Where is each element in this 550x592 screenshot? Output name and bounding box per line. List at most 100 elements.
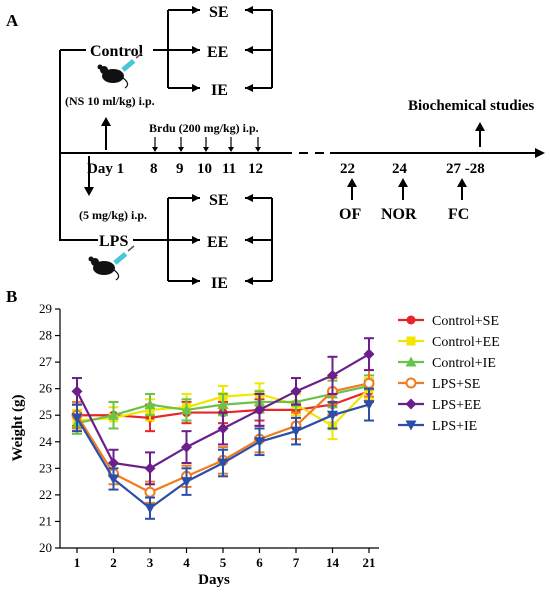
x-tick-label: 7 bbox=[293, 555, 300, 570]
data-point bbox=[327, 369, 338, 381]
legend-label: Control+IE bbox=[432, 356, 496, 371]
data-point bbox=[405, 377, 417, 389]
legend-label: LPS+EE bbox=[432, 398, 481, 413]
down-arrowhead-lps bbox=[84, 187, 94, 196]
lps-arrowheads-back bbox=[245, 194, 253, 285]
data-point bbox=[363, 400, 375, 411]
data-point bbox=[181, 441, 192, 453]
x-tick-label: 1 bbox=[74, 555, 81, 570]
y-tick-label: 24 bbox=[39, 434, 53, 449]
day-label-22: 22 bbox=[340, 161, 355, 177]
data-point bbox=[217, 458, 229, 469]
data-point bbox=[71, 385, 83, 397]
y-tick-label: 28 bbox=[39, 328, 52, 343]
y-tick-label: 27 bbox=[39, 354, 53, 369]
lps-group-ie: IE bbox=[211, 275, 228, 292]
test-arrowheads bbox=[347, 178, 467, 187]
data-point bbox=[327, 410, 338, 421]
legend-label: Control+SE bbox=[432, 314, 499, 329]
syringe-icon bbox=[113, 245, 135, 265]
y-tick-label: 21 bbox=[39, 513, 52, 528]
control-dose: (NS 10 ml/kg) i.p. bbox=[65, 94, 155, 108]
legend-label: Control+EE bbox=[432, 335, 500, 350]
legend-item: Control+SE bbox=[398, 314, 499, 329]
test-arrows bbox=[351, 185, 463, 200]
data-point bbox=[144, 399, 156, 410]
data-point bbox=[181, 477, 192, 488]
day-label-9: 9 bbox=[176, 161, 184, 177]
data-point bbox=[144, 486, 156, 498]
data-point bbox=[71, 413, 83, 424]
series-lps-ie bbox=[71, 387, 375, 520]
y-tick-label: 23 bbox=[39, 460, 52, 475]
control-arrowheads-back bbox=[245, 6, 253, 92]
data-point bbox=[406, 336, 416, 346]
legend-item: Control+EE bbox=[398, 335, 500, 350]
legend-item: LPS+IE bbox=[398, 419, 477, 434]
y-tick-label: 29 bbox=[39, 301, 52, 316]
x-tick-label: 6 bbox=[256, 555, 263, 570]
x-tick-label: 3 bbox=[147, 555, 154, 570]
y-ticks: 20 21 22 23 24 25 26 27 28 29 bbox=[39, 301, 60, 555]
day-label-24: 24 bbox=[392, 161, 408, 177]
data-point bbox=[108, 474, 119, 485]
biochem-label: Biochemical studies bbox=[408, 98, 534, 114]
y-tick-label: 25 bbox=[39, 407, 52, 422]
day-label-10: 10 bbox=[197, 161, 212, 177]
syringe-icon bbox=[121, 52, 143, 72]
lps-arrowheads-in bbox=[192, 194, 200, 285]
data-point bbox=[290, 426, 302, 437]
lps-group-ee: EE bbox=[207, 234, 228, 251]
data-point bbox=[217, 399, 229, 410]
data-point bbox=[181, 404, 192, 415]
timeline-day-labels: Day 1 8 9 10 11 12 22 24 27 -28 bbox=[87, 161, 485, 177]
legend-label: LPS+IE bbox=[432, 419, 477, 434]
x-axis-label: Days bbox=[198, 572, 230, 588]
legend-label: LPS+SE bbox=[432, 377, 480, 392]
control-fork bbox=[153, 9, 200, 89]
lps-fork bbox=[133, 197, 200, 282]
data-point bbox=[290, 385, 302, 397]
test-nor: NOR bbox=[381, 206, 417, 223]
data-point bbox=[405, 420, 417, 431]
data-point bbox=[363, 377, 375, 389]
data-point bbox=[108, 409, 119, 420]
data-point bbox=[405, 356, 417, 367]
control-arrowheads-in bbox=[192, 6, 200, 92]
mouse-icon bbox=[97, 64, 129, 89]
x-tick-label: 14 bbox=[326, 555, 340, 570]
y-tick-label: 22 bbox=[39, 487, 52, 502]
y-tick-label: 26 bbox=[39, 381, 53, 396]
data-point bbox=[144, 503, 156, 514]
day-label-12: 12 bbox=[248, 161, 263, 177]
x-ticks: 1 2 3 4 5 6 7 14 21 bbox=[74, 548, 376, 570]
lps-dose: (5 mg/kg) i.p. bbox=[79, 208, 147, 222]
day-label-1: Day 1 bbox=[87, 161, 124, 177]
lps-vertical bbox=[59, 153, 98, 241]
data-point bbox=[405, 398, 417, 410]
panel-a-label: A bbox=[6, 11, 19, 30]
data-point bbox=[406, 315, 416, 325]
biochem-arrowhead bbox=[475, 122, 485, 131]
test-of: OF bbox=[339, 206, 361, 223]
data-point bbox=[363, 348, 375, 360]
data-point bbox=[254, 437, 265, 448]
control-group-ee: EE bbox=[207, 44, 228, 61]
control-label: Control bbox=[90, 43, 144, 60]
chart-legend: Control+SE Control+EE Control+IE LPS+SE LPS+… bbox=[398, 314, 500, 434]
brdu-arrows bbox=[152, 137, 261, 152]
legend-item: LPS+EE bbox=[398, 398, 481, 413]
lps-label: LPS bbox=[99, 233, 128, 250]
control-return-bracket bbox=[245, 9, 273, 89]
data-point bbox=[144, 462, 156, 474]
timeline-arrowhead bbox=[535, 148, 545, 158]
panel-b-label: B bbox=[6, 287, 17, 306]
y-tick-label: 20 bbox=[39, 540, 52, 555]
mouse-icon bbox=[88, 256, 120, 281]
control-group-ie: IE bbox=[211, 82, 228, 99]
control-group-se: SE bbox=[209, 4, 229, 21]
legend-item: LPS+SE bbox=[398, 377, 480, 392]
lps-group-se: SE bbox=[209, 192, 229, 209]
